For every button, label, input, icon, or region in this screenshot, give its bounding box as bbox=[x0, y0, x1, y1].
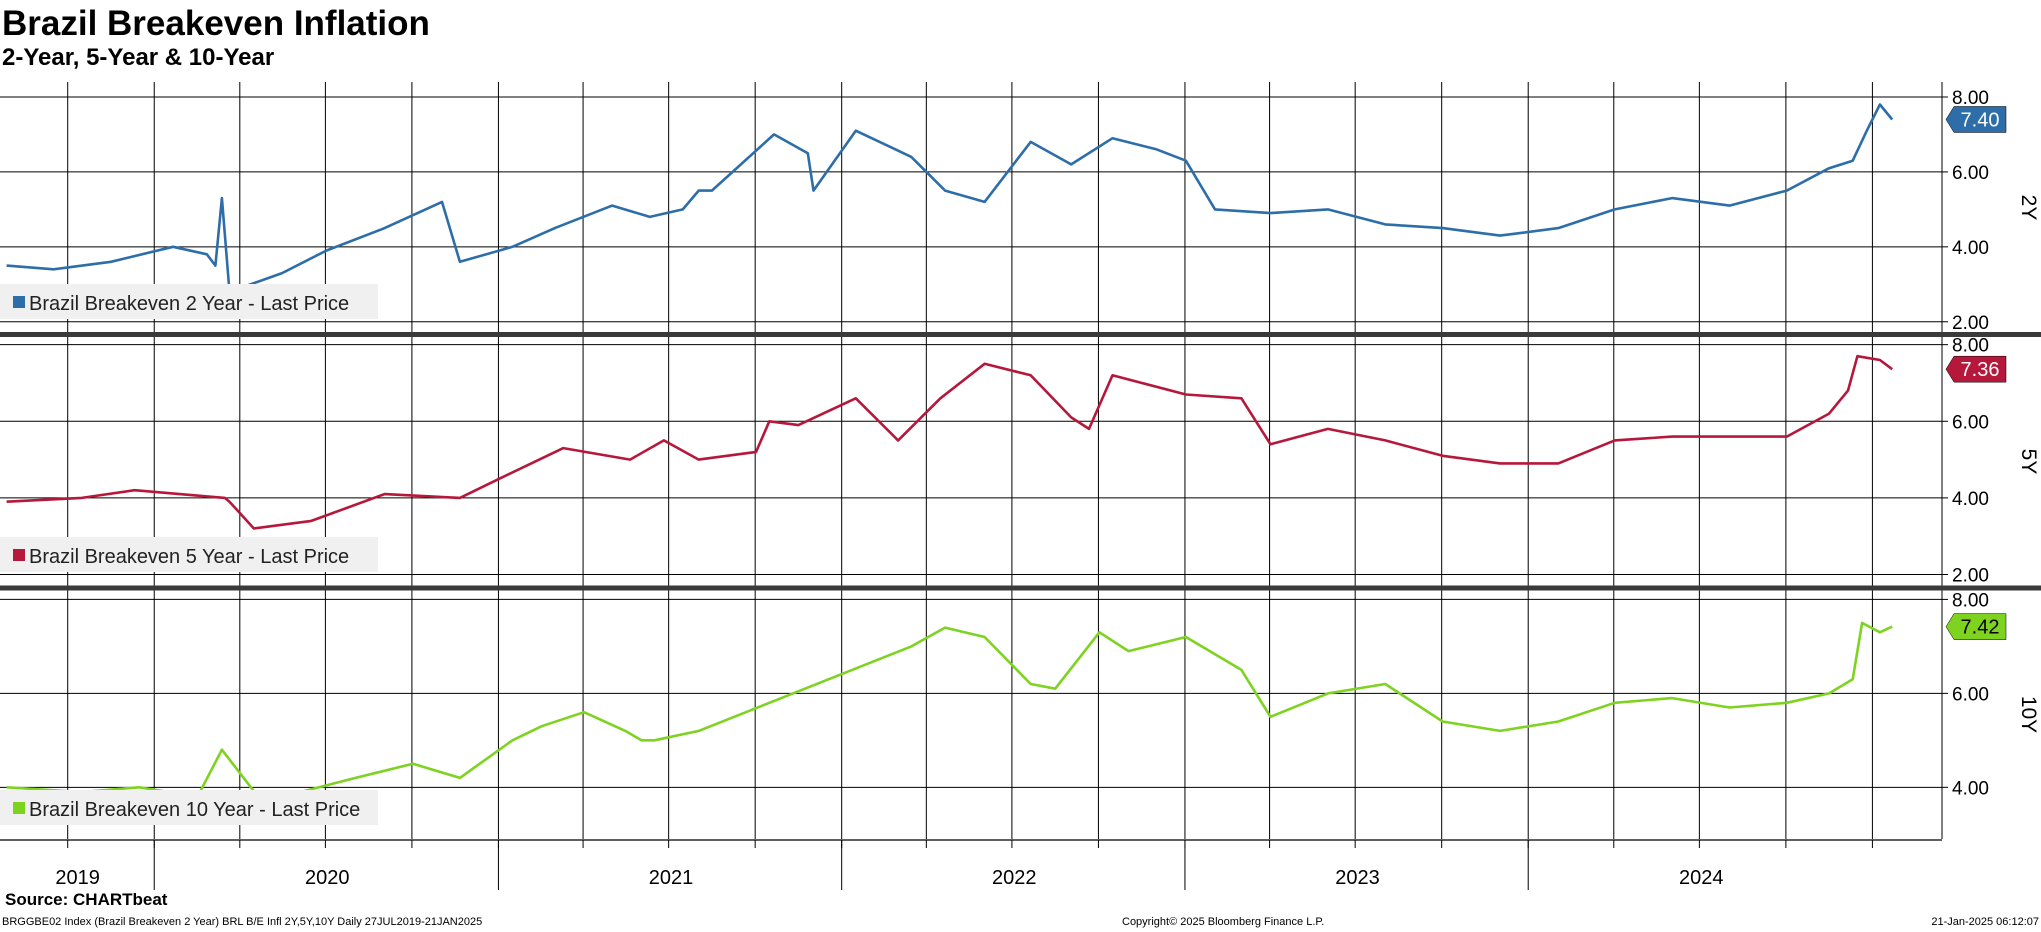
legend-swatch bbox=[13, 296, 25, 308]
y-tick-label: 8.00 bbox=[1952, 88, 1989, 109]
legend-label: Brazil Breakeven 2 Year - Last Price bbox=[29, 293, 349, 315]
series-line-10y bbox=[6, 621, 1893, 813]
legend-swatch bbox=[13, 802, 25, 814]
last-value-bg bbox=[1945, 613, 2007, 640]
y-tick-label: 6.00 bbox=[1952, 163, 1989, 184]
panel-2y: 8.00 6.00 4.00 2.00 7.40 Brazil Breakeven 2 Y… bbox=[0, 82, 2040, 334]
page-subtitle: 2-Year, 5-Year & 10-Year bbox=[2, 44, 275, 71]
panel-5y: 8.00 6.00 4.00 2.00 7.36 Brazil Breakeven 5 Y… bbox=[0, 336, 2040, 587]
last-value-label: 7.42 bbox=[1961, 617, 2000, 639]
y-tick-label: 8.00 bbox=[1952, 590, 1989, 611]
x-tick-label: 2019 bbox=[55, 867, 100, 889]
y-tick-label: 4.00 bbox=[1952, 778, 1989, 799]
x-tick-label: 2020 bbox=[305, 867, 350, 889]
series-line-2y bbox=[6, 103, 1894, 294]
x-tick-label: 2023 bbox=[1335, 867, 1380, 889]
source-note: Source: CHARTbeat bbox=[5, 890, 168, 909]
last-value-bg bbox=[1945, 355, 2007, 383]
legend-label: Brazil Breakeven 10 Year - Last Price bbox=[29, 799, 360, 821]
y-tick-label: 2.00 bbox=[1952, 566, 1989, 587]
panel-10y: 8.00 6.00 4.00 7.42 Brazil Breakeven 10 Year… bbox=[0, 590, 2040, 839]
legend: Brazil Breakeven 10 Year - Last Price bbox=[0, 790, 378, 825]
y-tick-label: 8.00 bbox=[1952, 336, 1989, 357]
last-value-tag: 7.36 bbox=[1945, 355, 2007, 383]
legend-bg bbox=[0, 790, 378, 825]
footer-copyright: Copyright© 2025 Bloomberg Finance L.P. bbox=[1122, 916, 1325, 928]
last-value-label: 7.40 bbox=[1961, 109, 2000, 131]
panel-label: 5Y bbox=[2017, 449, 2040, 475]
legend: Brazil Breakeven 2 Year - Last Price bbox=[0, 284, 378, 319]
panel-separator bbox=[0, 332, 2041, 337]
panel-separator bbox=[0, 585, 2041, 591]
y-tick-label: 4.00 bbox=[1952, 489, 1989, 510]
y-tick-label: 6.00 bbox=[1952, 412, 1989, 433]
last-value-bg bbox=[1945, 106, 2007, 133]
last-value-tag: 7.42 bbox=[1945, 613, 2007, 640]
x-tick-label: 2021 bbox=[649, 867, 694, 889]
footer-timestamp: 21-Jan-2025 06:12:07 bbox=[1931, 916, 2039, 928]
legend: Brazil Breakeven 5 Year - Last Price bbox=[0, 537, 378, 572]
last-value-tag: 7.40 bbox=[1945, 106, 2007, 133]
last-value-label: 7.36 bbox=[1961, 359, 2000, 381]
panel-label: 2Y bbox=[2017, 195, 2040, 221]
series-line-5y bbox=[6, 354, 1893, 530]
x-tick-label: 2022 bbox=[992, 867, 1037, 889]
legend-bg bbox=[0, 284, 378, 319]
legend-label: Brazil Breakeven 5 Year - Last Price bbox=[29, 546, 349, 568]
legend-bg bbox=[0, 537, 378, 572]
page-title: Brazil Breakeven Inflation bbox=[2, 4, 430, 43]
y-tick-label: 4.00 bbox=[1952, 238, 1989, 259]
x-tick-label: 2024 bbox=[1679, 867, 1724, 889]
panel-label: 10Y bbox=[2017, 696, 2040, 733]
y-tick-label: 6.00 bbox=[1952, 684, 1989, 705]
y-tick-label: 2.00 bbox=[1952, 313, 1989, 334]
legend-swatch bbox=[13, 549, 25, 561]
footer-index-description: BRGGBE02 Index (Brazil Breakeven 2 Year)… bbox=[2, 916, 483, 928]
